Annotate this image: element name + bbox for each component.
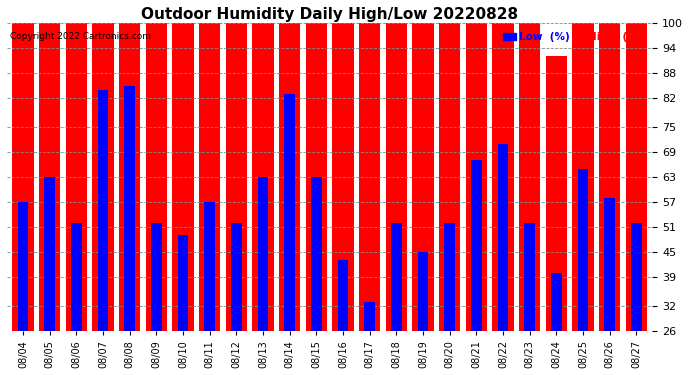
Bar xyxy=(124,86,135,331)
Bar xyxy=(551,273,562,331)
Bar xyxy=(18,202,28,331)
Bar xyxy=(311,177,322,331)
Bar xyxy=(626,23,647,331)
Bar xyxy=(444,223,455,331)
Bar xyxy=(546,56,567,331)
Bar xyxy=(337,260,348,331)
Bar xyxy=(631,223,642,331)
Bar xyxy=(524,223,535,331)
Bar xyxy=(39,23,60,331)
Bar xyxy=(519,23,540,331)
Bar xyxy=(439,23,460,331)
Bar xyxy=(471,160,482,331)
Bar xyxy=(257,177,268,331)
Bar xyxy=(92,23,114,331)
Bar xyxy=(119,23,140,331)
Bar xyxy=(204,202,215,331)
Bar xyxy=(279,23,300,331)
Bar xyxy=(578,169,589,331)
Bar xyxy=(604,198,615,331)
Bar xyxy=(199,23,220,331)
Bar xyxy=(226,23,247,331)
Bar xyxy=(413,23,433,331)
Text: Copyright 2022 Cartronics.com: Copyright 2022 Cartronics.com xyxy=(10,32,151,41)
Bar xyxy=(177,236,188,331)
Bar xyxy=(97,90,108,331)
Bar xyxy=(493,23,513,331)
Bar xyxy=(572,23,593,331)
Bar xyxy=(333,23,354,331)
Legend: Low  (%), High  (%): Low (%), High (%) xyxy=(499,28,647,46)
Bar xyxy=(44,177,55,331)
Bar xyxy=(599,23,620,331)
Bar xyxy=(12,23,34,331)
Bar xyxy=(284,94,295,331)
Bar xyxy=(151,223,161,331)
Bar xyxy=(306,23,327,331)
Bar xyxy=(359,23,380,331)
Bar xyxy=(417,252,428,331)
Bar xyxy=(386,23,407,331)
Bar xyxy=(253,23,274,331)
Bar xyxy=(466,23,487,331)
Bar xyxy=(71,223,81,331)
Title: Outdoor Humidity Daily High/Low 20220828: Outdoor Humidity Daily High/Low 20220828 xyxy=(141,7,518,22)
Bar xyxy=(231,223,241,331)
Bar xyxy=(66,23,87,331)
Bar xyxy=(172,23,194,331)
Bar xyxy=(364,302,375,331)
Bar xyxy=(146,23,167,331)
Bar xyxy=(497,144,509,331)
Bar xyxy=(391,223,402,331)
